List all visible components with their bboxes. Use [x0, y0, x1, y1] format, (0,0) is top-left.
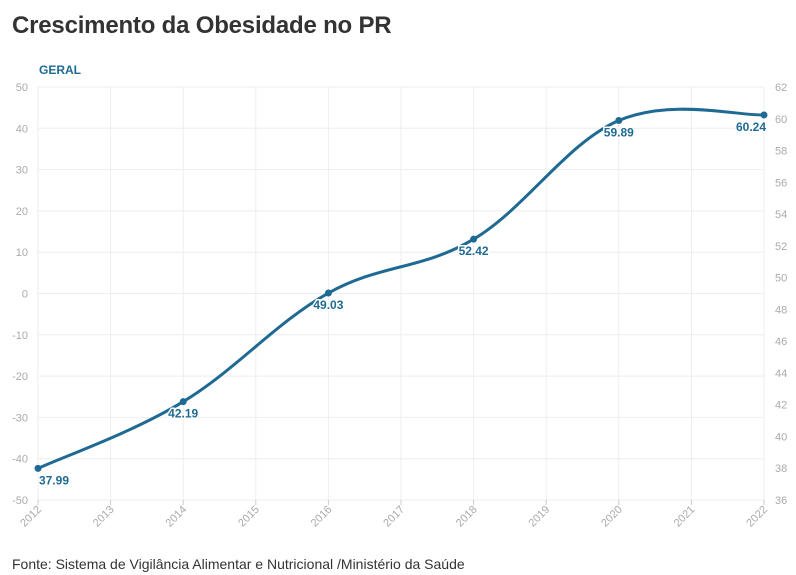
y-left-tick-label: 20: [16, 206, 28, 218]
data-point: [34, 464, 42, 472]
y-right-tick-label: 58: [775, 146, 787, 158]
y-right-tick-label: 38: [775, 463, 787, 475]
data-point: [470, 235, 478, 243]
data-label: 52.42: [459, 244, 489, 258]
x-tick-label: 2012: [18, 504, 44, 530]
data-point: [179, 398, 187, 406]
x-tick-label: 2013: [91, 504, 117, 530]
y-left-tick-label: 10: [16, 247, 28, 259]
gridlines: [37, 86, 765, 501]
data-label: 59.89: [604, 126, 634, 140]
x-tick-label: 2014: [164, 504, 190, 530]
y-right-tick-label: 40: [775, 431, 787, 443]
y-right-tick-label: 46: [775, 336, 787, 348]
source-footer: Fonte: Sistema de Vigilância Alimentar e…: [12, 556, 465, 572]
x-tick-label: 2017: [381, 504, 407, 530]
y-left-tick-label: 0: [22, 289, 28, 301]
x-tick-label: 2021: [672, 504, 698, 530]
x-axis: 2012 2013 2014 2015 2016 2017 2018 2019 2020 2021…: [18, 500, 770, 529]
x-tick-label: 2019: [527, 504, 553, 530]
data-label: 49.03: [313, 298, 343, 312]
y-left-tick-label: 40: [16, 123, 28, 135]
y-right-tick-label: 52: [775, 241, 787, 253]
y-right-tick-label: 60: [775, 114, 787, 126]
data-label: 42.19: [168, 407, 198, 421]
y-right-tick-label: 62: [775, 82, 787, 94]
y-axis-right: 62 60 58 56 54 52 50 48 46 44 42 40 38 36: [775, 82, 787, 507]
y-axis-left: 50 40 30 20 10 0 -10 -20 -30 -40 -50: [12, 82, 28, 507]
data-labels: 37.99 42.19 49.03 52.42 59.89 60.24: [37, 118, 767, 488]
series-line-geral: [37, 107, 765, 470]
y-right-tick-label: 36: [775, 495, 787, 507]
x-tick-label: 2020: [599, 504, 625, 530]
y-left-tick-label: 50: [16, 82, 28, 94]
data-point: [324, 289, 332, 297]
y-left-tick-label: -20: [12, 371, 28, 383]
y-right-tick-label: 54: [775, 209, 787, 221]
y-left-tick-label: 30: [16, 165, 28, 177]
y-right-tick-label: 50: [775, 273, 787, 285]
y-left-tick-label: -10: [12, 330, 28, 342]
data-point: [615, 117, 623, 125]
y-right-tick-label: 44: [775, 368, 787, 380]
chart-title: Crescimento da Obesidade no PR: [12, 12, 392, 39]
y-right-tick-label: 48: [775, 304, 787, 316]
x-tick-label: 2015: [236, 504, 262, 530]
y-left-tick-label: -50: [12, 495, 28, 507]
x-tick-label: 2016: [309, 504, 335, 530]
y-left-tick-label: -40: [12, 454, 28, 466]
data-label: 60.24: [736, 120, 766, 134]
y-right-tick-label: 56: [775, 177, 787, 189]
data-point: [760, 111, 768, 119]
data-points: [34, 111, 768, 472]
x-tick-label: 2022: [744, 504, 770, 530]
x-tick-label: 2018: [454, 504, 480, 530]
data-label: 37.99: [39, 473, 69, 487]
series-label-geral: GERAL: [39, 63, 81, 77]
y-left-tick-label: -30: [12, 412, 28, 424]
y-right-tick-label: 42: [775, 400, 787, 412]
